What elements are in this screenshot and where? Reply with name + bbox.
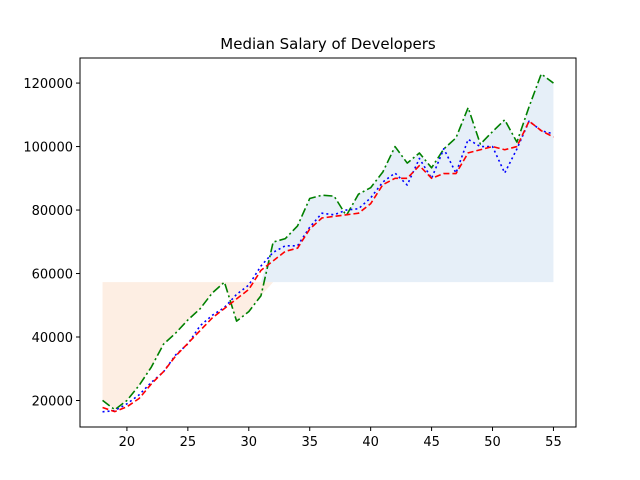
y-tick-label: 100000 — [23, 141, 73, 156]
x-tick-label: 30 — [241, 435, 258, 450]
fill-below-baseline — [102, 282, 554, 410]
x-tick-label: 45 — [423, 435, 440, 450]
series-line-2 — [102, 120, 554, 413]
x-axis-ticks: 20 25 30 35 40 45 50 55 — [119, 427, 562, 450]
series-lines — [102, 73, 554, 413]
y-tick-label: 60000 — [32, 268, 73, 283]
x-tick-label: 20 — [119, 435, 136, 450]
y-tick-label: 40000 — [32, 331, 73, 346]
chart-title: Median Salary of Developers — [220, 35, 436, 53]
fill-regions — [102, 73, 554, 410]
y-tick-label: 80000 — [32, 204, 73, 219]
series-line-1 — [102, 73, 554, 411]
y-axis-ticks: 20000 40000 60000 80000 100000 120000 — [23, 77, 80, 409]
x-tick-label: 50 — [484, 435, 501, 450]
x-tick-label: 40 — [362, 435, 379, 450]
series-line-3 — [102, 120, 554, 413]
x-tick-label: 25 — [180, 435, 197, 450]
x-tick-label: 55 — [545, 435, 562, 450]
x-tick-label: 35 — [301, 435, 318, 450]
plot-area-frame — [79, 57, 577, 428]
fill-above-baseline — [102, 73, 554, 283]
y-tick-label: 120000 — [23, 77, 73, 92]
y-tick-label: 20000 — [32, 394, 73, 409]
